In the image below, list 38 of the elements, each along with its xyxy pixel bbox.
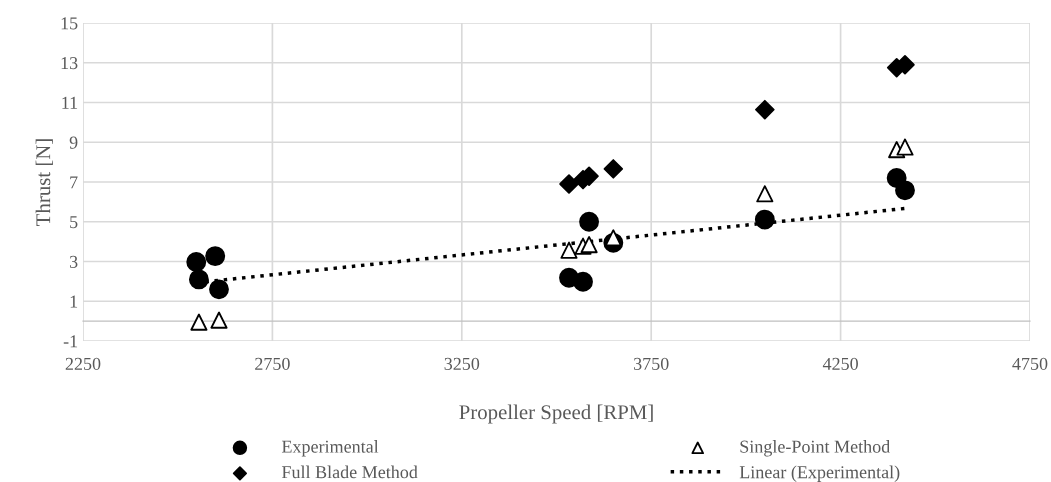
- x-axis-title: Propeller Speed [RPM]: [459, 404, 653, 424]
- legend-label: Full Blade Method: [281, 465, 418, 479]
- y-tick-label: 3: [69, 255, 78, 268]
- point: [209, 279, 229, 300]
- y-tick-label: 9: [69, 136, 78, 149]
- legend-label: Linear (Experimental): [739, 465, 900, 482]
- y-tick-label: 15: [61, 17, 78, 30]
- y-axis-title: Thrust [N]: [35, 139, 53, 226]
- y-tick-label: 7: [70, 176, 78, 189]
- x-tick-label: 3250: [444, 357, 480, 370]
- point: [205, 246, 226, 267]
- y-tick-label: -1: [63, 335, 78, 348]
- point: [560, 241, 578, 259]
- x-tick-label: 4250: [822, 357, 858, 370]
- point: [895, 180, 915, 201]
- point: [573, 271, 593, 292]
- x-tick-label: 2750: [255, 357, 290, 370]
- point: [210, 311, 228, 329]
- y-tick-label: 13: [61, 57, 78, 70]
- point: [756, 185, 774, 203]
- point: [188, 269, 209, 290]
- y-tick-label: 11: [62, 96, 78, 109]
- point: [580, 236, 598, 254]
- point: [186, 251, 207, 272]
- point: [755, 99, 775, 120]
- legend-label: Experimental: [281, 440, 379, 457]
- point: [559, 174, 579, 194]
- point: [896, 138, 914, 156]
- point: [754, 209, 775, 230]
- legend-label: Single-Point Method: [740, 440, 890, 457]
- x-tick-label: 4750: [1012, 357, 1048, 370]
- y-tick-label: 5: [70, 216, 78, 229]
- point: [579, 211, 600, 232]
- x-tick-label: 3750: [634, 357, 669, 370]
- y-tick-label: 1: [70, 295, 78, 308]
- point: [603, 159, 624, 179]
- x-tick-label: 2250: [65, 357, 101, 370]
- point: [190, 313, 208, 331]
